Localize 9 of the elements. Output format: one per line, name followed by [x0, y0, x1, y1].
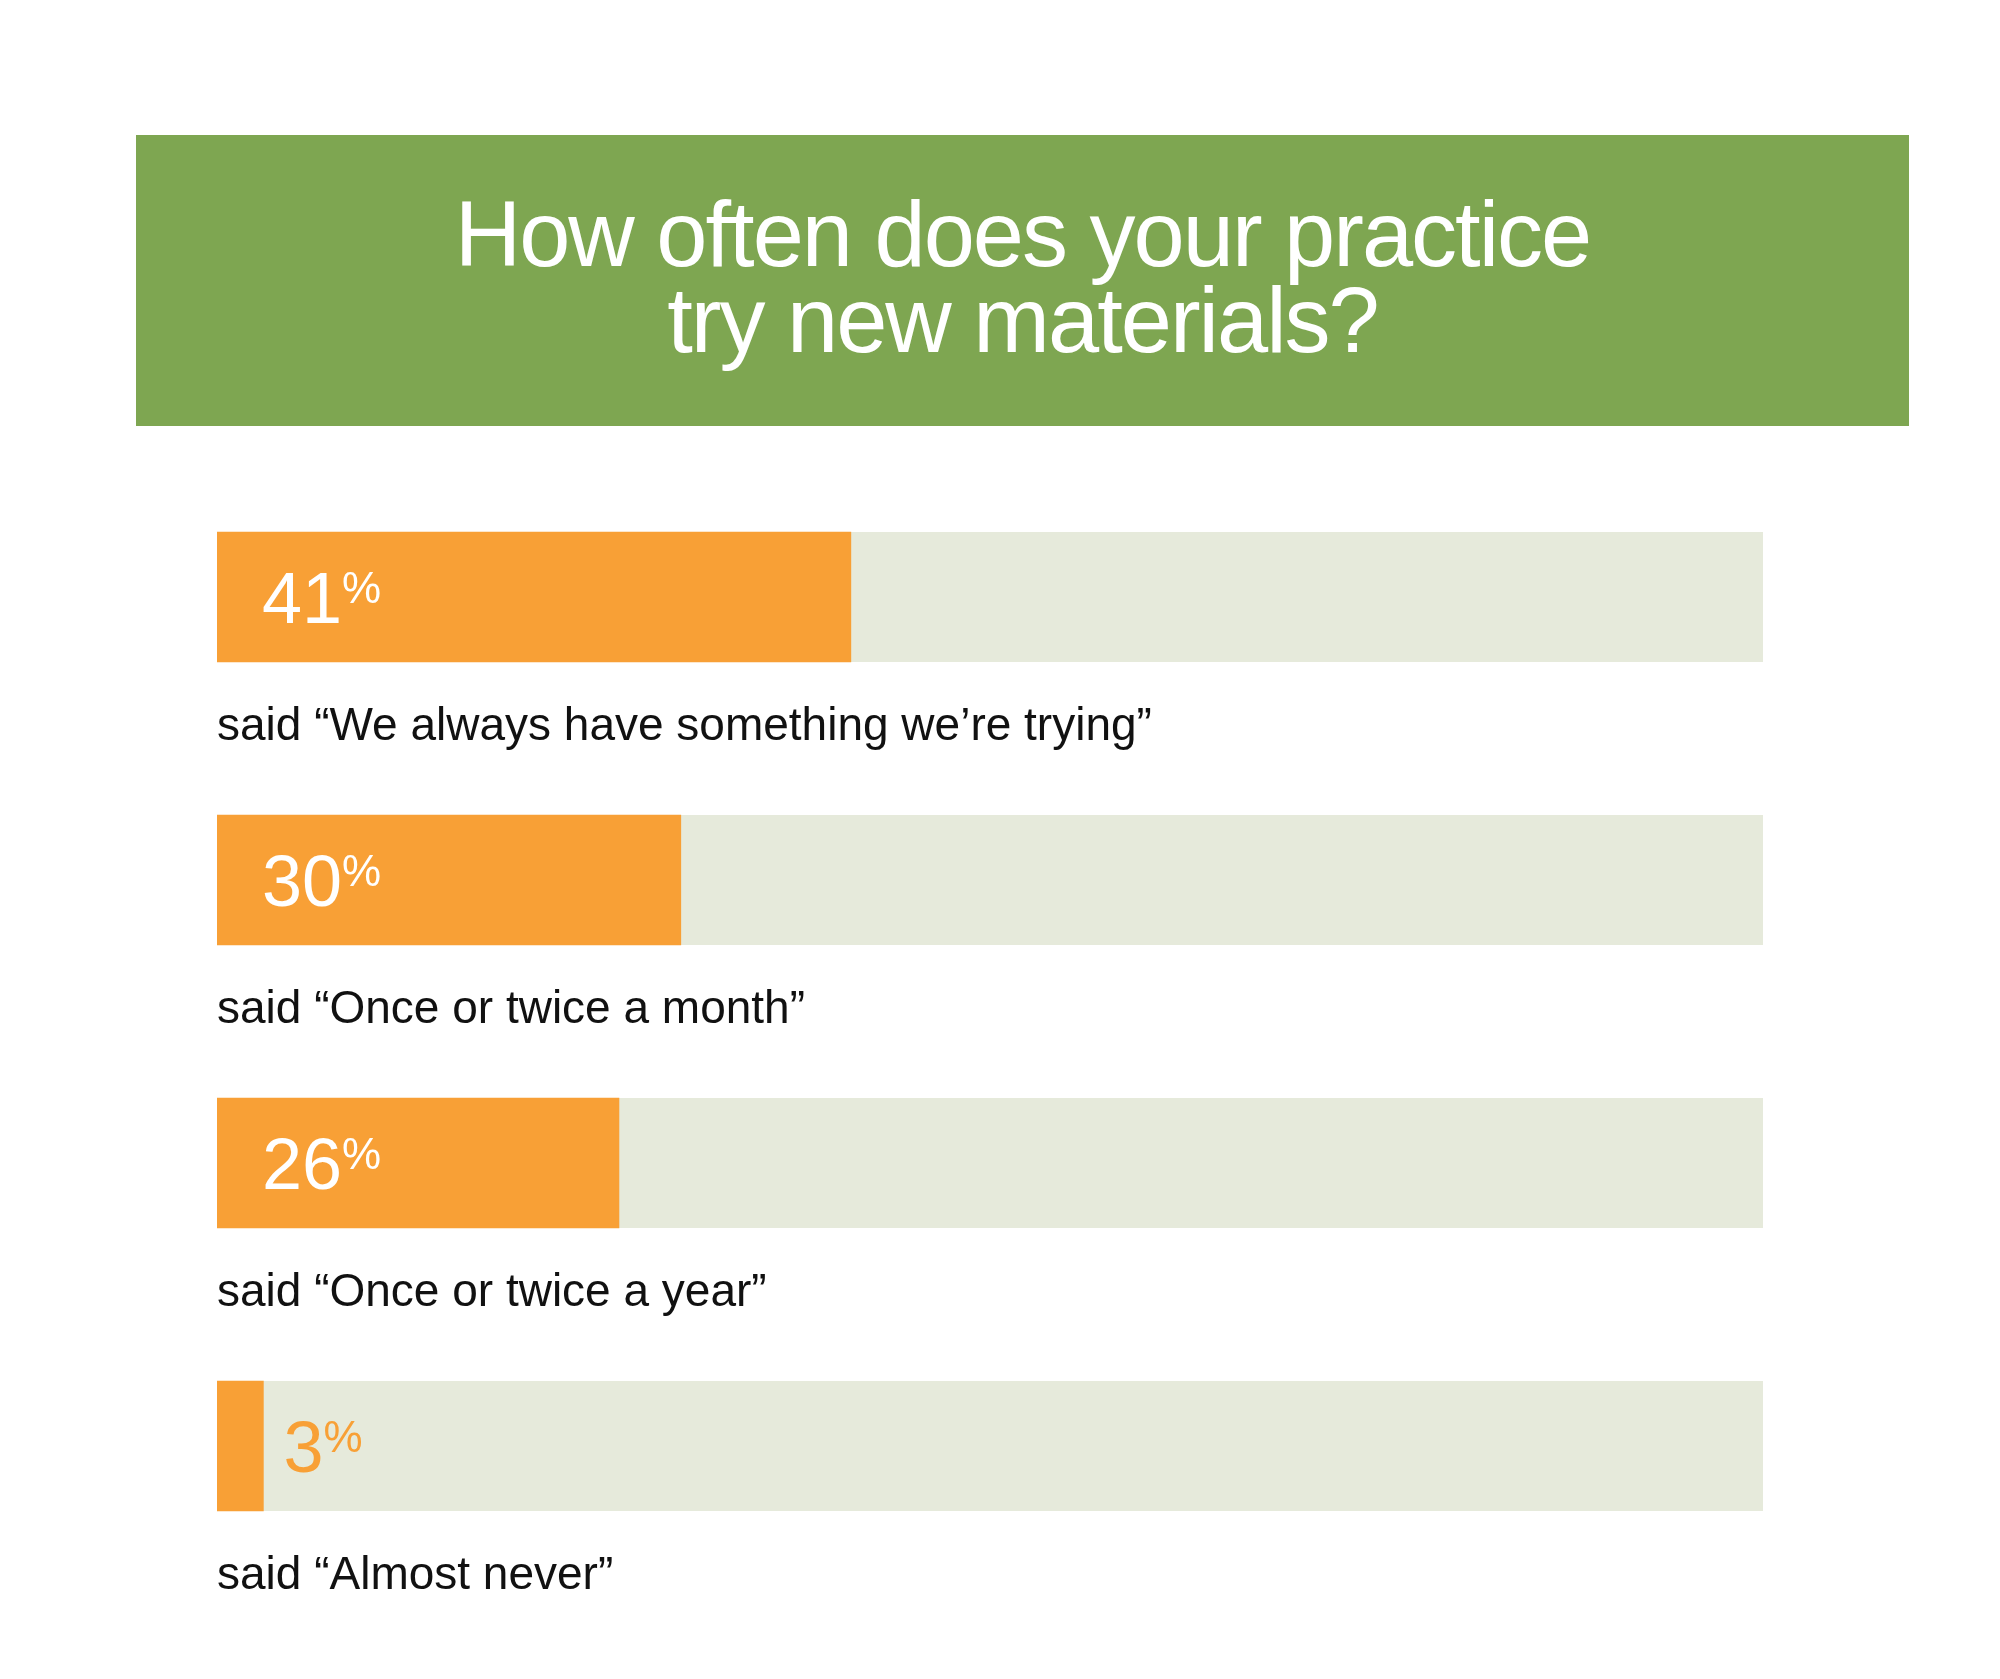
- y-tick-label: said “We always have something we’re trying”: [217, 698, 1152, 750]
- chart-title: How often does your practice try new materials?: [453, 182, 1592, 371]
- data-label: 26%: [262, 1123, 382, 1204]
- data-label: 30%: [262, 840, 382, 921]
- y-tick-label: said “Once or twice a year”: [217, 1264, 767, 1316]
- y-tick-label: said “Once or twice a month”: [217, 981, 806, 1033]
- data-label: 3%: [283, 1406, 363, 1487]
- data-label: 41%: [262, 557, 382, 638]
- y-tick-label: said “Almost never”: [217, 1547, 614, 1599]
